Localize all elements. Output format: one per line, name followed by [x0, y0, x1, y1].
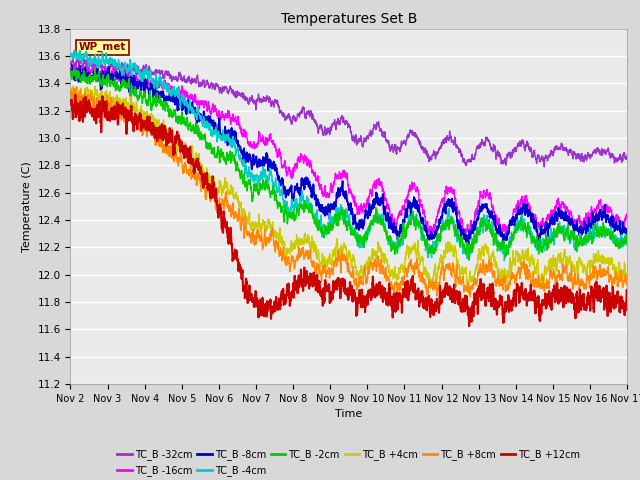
Text: WP_met: WP_met	[79, 42, 126, 52]
Title: Temperatures Set B: Temperatures Set B	[280, 12, 417, 26]
X-axis label: Time: Time	[335, 409, 362, 419]
Legend: TC_B -32cm, TC_B -16cm, TC_B -8cm, TC_B -4cm, TC_B -2cm, TC_B +4cm, TC_B +8cm, T: TC_B -32cm, TC_B -16cm, TC_B -8cm, TC_B …	[113, 446, 584, 480]
Y-axis label: Temperature (C): Temperature (C)	[22, 161, 32, 252]
